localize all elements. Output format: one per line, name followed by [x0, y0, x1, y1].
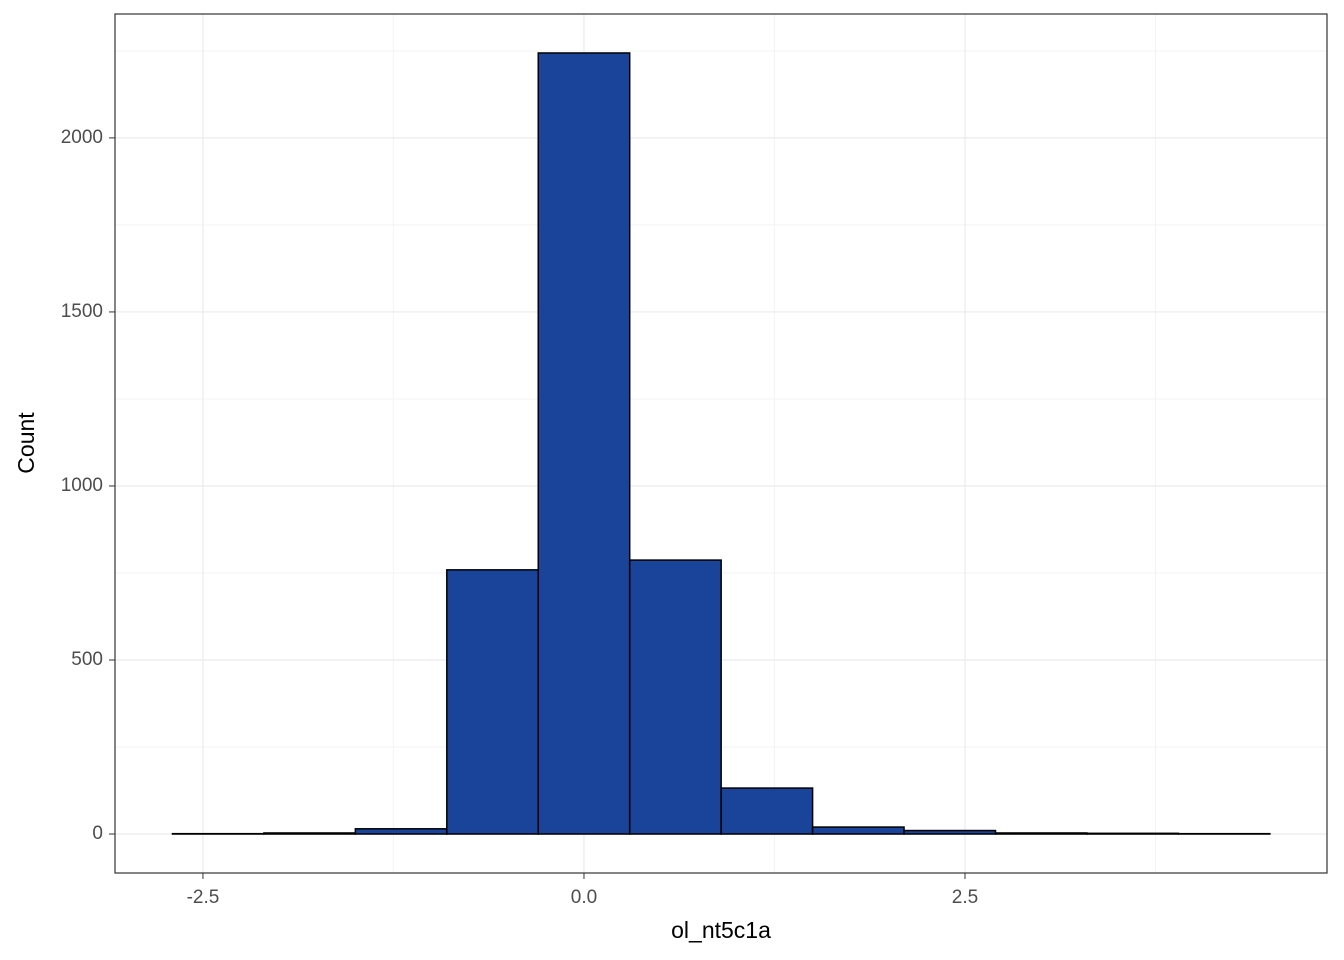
y-axis-title: Count: [13, 412, 39, 474]
bar: [446, 569, 540, 835]
x-axis-title: ol_nt5c1a: [671, 917, 771, 943]
y-tick-label: 1000: [61, 475, 103, 496]
bar: [811, 826, 905, 835]
x-tick-label: -2.5: [187, 887, 220, 908]
bar: [537, 52, 631, 835]
bar: [720, 787, 814, 835]
bar: [994, 832, 1088, 835]
y-tick-label: 2000: [61, 127, 103, 148]
y-tick-label: 1500: [61, 301, 103, 322]
bar: [628, 559, 722, 835]
panel-border: [114, 13, 1328, 874]
bar: [354, 828, 448, 835]
y-tick-label: 0: [92, 823, 103, 844]
bar: [263, 832, 357, 835]
bar: [903, 829, 997, 835]
x-tick-label: 0.0: [571, 887, 597, 908]
y-tick-label: 500: [71, 649, 103, 670]
x-tick-label: 2.5: [952, 887, 978, 908]
bar: [1086, 832, 1180, 835]
